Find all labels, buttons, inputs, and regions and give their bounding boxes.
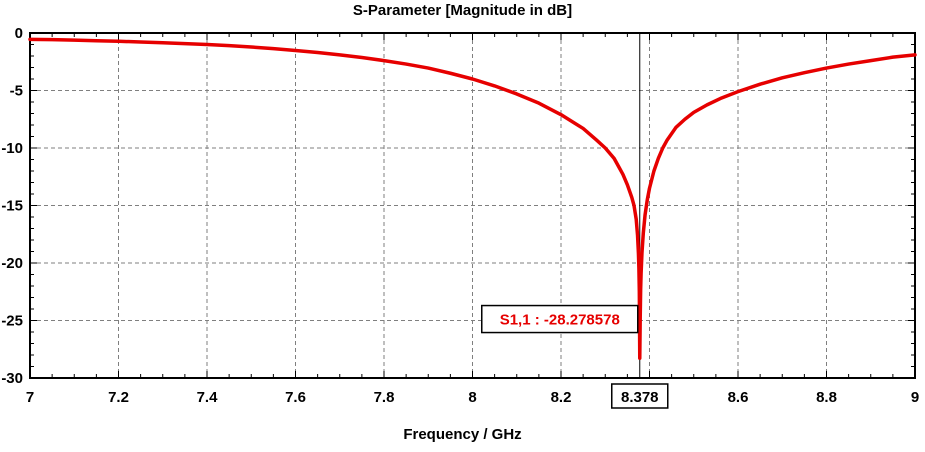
marker-value-box[interactable]: S1,1 : -28.278578	[481, 304, 639, 334]
y-tick-label: -5	[10, 83, 23, 100]
y-tick-label: -10	[1, 140, 23, 157]
x-tick-label: 7	[26, 389, 34, 406]
x-tick-label: 8.2	[551, 389, 572, 406]
y-tick-label: 0	[15, 25, 23, 42]
axes-frame	[29, 32, 916, 379]
y-tick-label: -20	[1, 255, 23, 272]
y-tick-label: -25	[1, 313, 23, 330]
x-tick-label: 7.2	[108, 389, 129, 406]
x-tick-label: 8	[468, 389, 476, 406]
marker-frequency-label: 8.378	[621, 389, 659, 406]
marker-value-box-frame[interactable]	[481, 304, 639, 334]
y-tick-label: -15	[1, 198, 23, 215]
x-tick-label: 7.8	[374, 389, 395, 406]
x-tick-label: 8.8	[816, 389, 837, 406]
y-tick-label: -30	[1, 370, 23, 387]
chart-title: S-Parameter [Magnitude in dB]	[352, 2, 573, 19]
s11-curve	[28, 37, 917, 360]
marker-value-label: S1,1 : -28.278578	[500, 312, 620, 329]
marker-frequency-box[interactable]: 8.378	[611, 383, 669, 409]
x-tick-label: 7.4	[197, 389, 219, 406]
x-tick-label: 9	[911, 389, 919, 406]
marker-frequency-box-frame[interactable]	[611, 383, 669, 409]
x-axis-title: Frequency / GHz	[403, 426, 522, 443]
x-tick-label: 7.6	[285, 389, 306, 406]
x-tick-label: 8.6	[728, 389, 749, 406]
